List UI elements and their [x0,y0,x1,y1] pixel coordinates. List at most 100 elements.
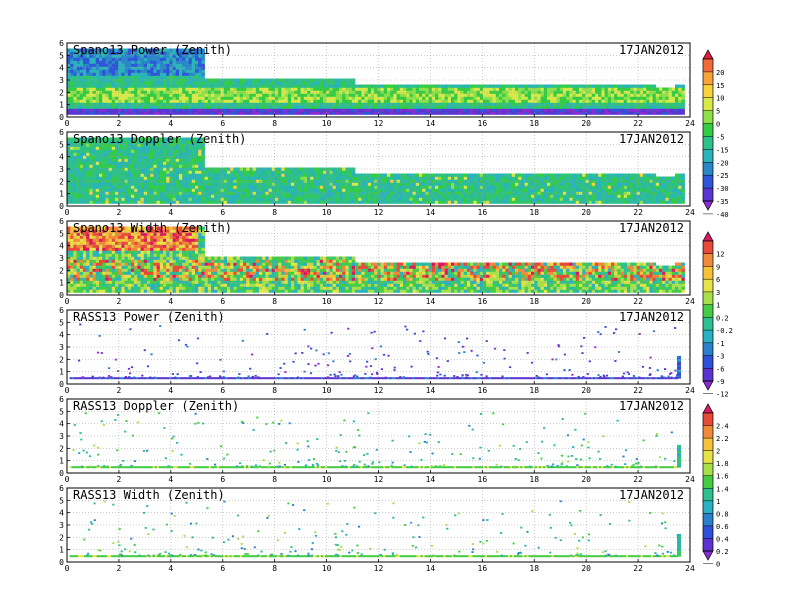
heatmap-cell [633,176,637,180]
heatmap-cell [412,102,417,106]
heatmap-cell [134,182,138,186]
heatmap-cell [454,176,458,180]
heatmap-cell [268,185,273,189]
heatmap-cell [271,185,276,189]
heatmap-cell [163,194,167,198]
heatmap-cell [390,96,394,100]
heatmap-cell [636,179,641,183]
heatmap-cell [467,197,471,201]
heatmap-cell [169,155,173,159]
heatmap-cell [140,143,145,147]
heatmap-cell [303,188,308,192]
heatmap-cell [179,197,183,201]
heatmap-cell [175,60,180,64]
heatmap-cell [204,96,209,100]
heatmap-cell [233,105,237,109]
heatmap-cell [70,105,74,109]
heatmap-cell [636,90,641,94]
heatmap-cell [383,84,388,88]
heatmap-cell [191,108,196,112]
heatmap-cell [447,188,452,192]
heatmap-cell [332,188,337,192]
heatmap-cell [483,176,487,180]
heatmap-cell [76,149,81,153]
y-tick-label: 3 [59,76,64,85]
heatmap-cell [70,176,74,180]
heatmap-cell [185,194,189,198]
heatmap-cell [166,66,170,70]
heatmap-cell [99,108,103,112]
heatmap-cell [451,90,455,94]
heatmap-cell [447,108,452,112]
heatmap-cell [332,99,337,103]
heatmap-cell [662,87,666,91]
heatmap-cell [351,78,356,82]
heatmap-cell [227,90,231,94]
heatmap-cell [579,185,583,189]
heatmap-cell [454,108,458,112]
heatmap-cell [182,164,186,168]
heatmap-cell [73,102,77,106]
heatmap-cell [73,51,77,55]
heatmap-cell [143,197,148,201]
heatmap-cell [73,137,77,141]
heatmap-cell [428,188,433,192]
heatmap-cell [351,191,356,195]
heatmap-cell [527,111,532,115]
heatmap-cell [438,87,442,91]
heatmap-cell [166,155,170,159]
heatmap-cell [486,176,490,180]
heatmap-cell [102,182,106,186]
heatmap-cell [294,84,298,88]
heatmap-cell [291,200,295,204]
heatmap-cell [143,152,148,156]
heatmap-cell [633,102,637,106]
heatmap-cell [131,185,135,189]
heatmap-cell [172,152,177,156]
heatmap-cell [255,102,260,106]
heatmap-cell [220,185,225,189]
heatmap-cell [412,176,417,180]
heatmap-cell [153,164,157,168]
heatmap-cell [70,48,74,52]
heatmap-cell [268,170,273,174]
heatmap-cell [287,105,292,109]
heatmap-cell [159,143,164,147]
heatmap-cell [284,105,289,109]
heatmap-cell [563,84,567,88]
heatmap-cell [307,96,311,100]
heatmap-cell [185,158,189,162]
heatmap-cell [265,200,269,204]
heatmap-cell [115,48,119,52]
heatmap-cell [236,99,241,103]
heatmap-cell [492,194,497,198]
heatmap-cell [447,200,452,204]
heatmap-cell [563,191,567,195]
heatmap-cell [185,191,189,195]
heatmap-cell [489,185,493,189]
heatmap-cell [73,155,77,159]
heatmap-cell [556,197,561,201]
heatmap-cell [115,102,119,106]
heatmap-cell [390,194,394,198]
heatmap-cell [86,149,90,153]
heatmap-cell [175,69,180,73]
heatmap-cell [105,60,109,64]
heatmap-cell [639,96,644,100]
heatmap-cell [553,185,557,189]
heatmap-cell [521,188,525,192]
heatmap-cell [495,176,500,180]
heatmap-cell [108,194,113,198]
heatmap-cell [457,194,461,198]
heatmap-cell [89,69,93,73]
heatmap-cell [252,78,257,82]
heatmap-cell [99,143,103,147]
heatmap-cell [147,60,151,64]
heatmap-cell [643,108,647,112]
heatmap-cell [118,200,122,204]
heatmap-cell [374,87,378,91]
heatmap-cell [169,158,173,162]
heatmap-cell [473,102,477,106]
heatmap-cell [265,87,269,91]
heatmap-cell [182,191,186,195]
